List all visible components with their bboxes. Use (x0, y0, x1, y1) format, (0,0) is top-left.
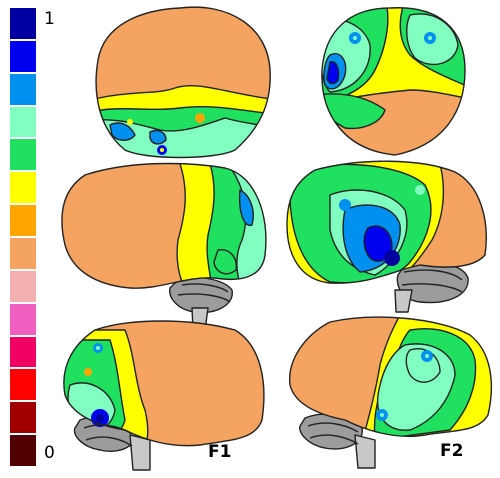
colorbar-segment (10, 238, 36, 269)
panel-label-f2: F2 (440, 441, 464, 461)
panel-label-f1: F1 (208, 442, 232, 462)
colorbar-segment (10, 73, 36, 105)
colorbar-segment (10, 435, 36, 466)
f1-lateral-view (61, 162, 267, 289)
colorbar-segment (10, 40, 36, 72)
colorbar-segment (10, 172, 36, 204)
cerebellum-folia (83, 269, 463, 447)
colorbar-segment (10, 270, 36, 302)
colorbar-segment (10, 139, 36, 171)
colorbar-segment (10, 106, 36, 138)
colorbar-segment (10, 369, 36, 401)
colorbar-segment (10, 402, 36, 434)
f2-medial-view (289, 316, 493, 438)
colorbar-segment (10, 205, 36, 236)
colorbar-segment (10, 8, 36, 39)
f1-top-view (95, 6, 271, 159)
colorbar-max-label: 1 (44, 9, 55, 29)
f2-lateral-view (286, 160, 487, 284)
f2-top-view (321, 7, 466, 156)
colorbar-segment (10, 303, 36, 335)
colorbar-segment (10, 336, 36, 368)
colorbar (10, 8, 36, 468)
colorbar-min-label: 0 (44, 443, 55, 463)
